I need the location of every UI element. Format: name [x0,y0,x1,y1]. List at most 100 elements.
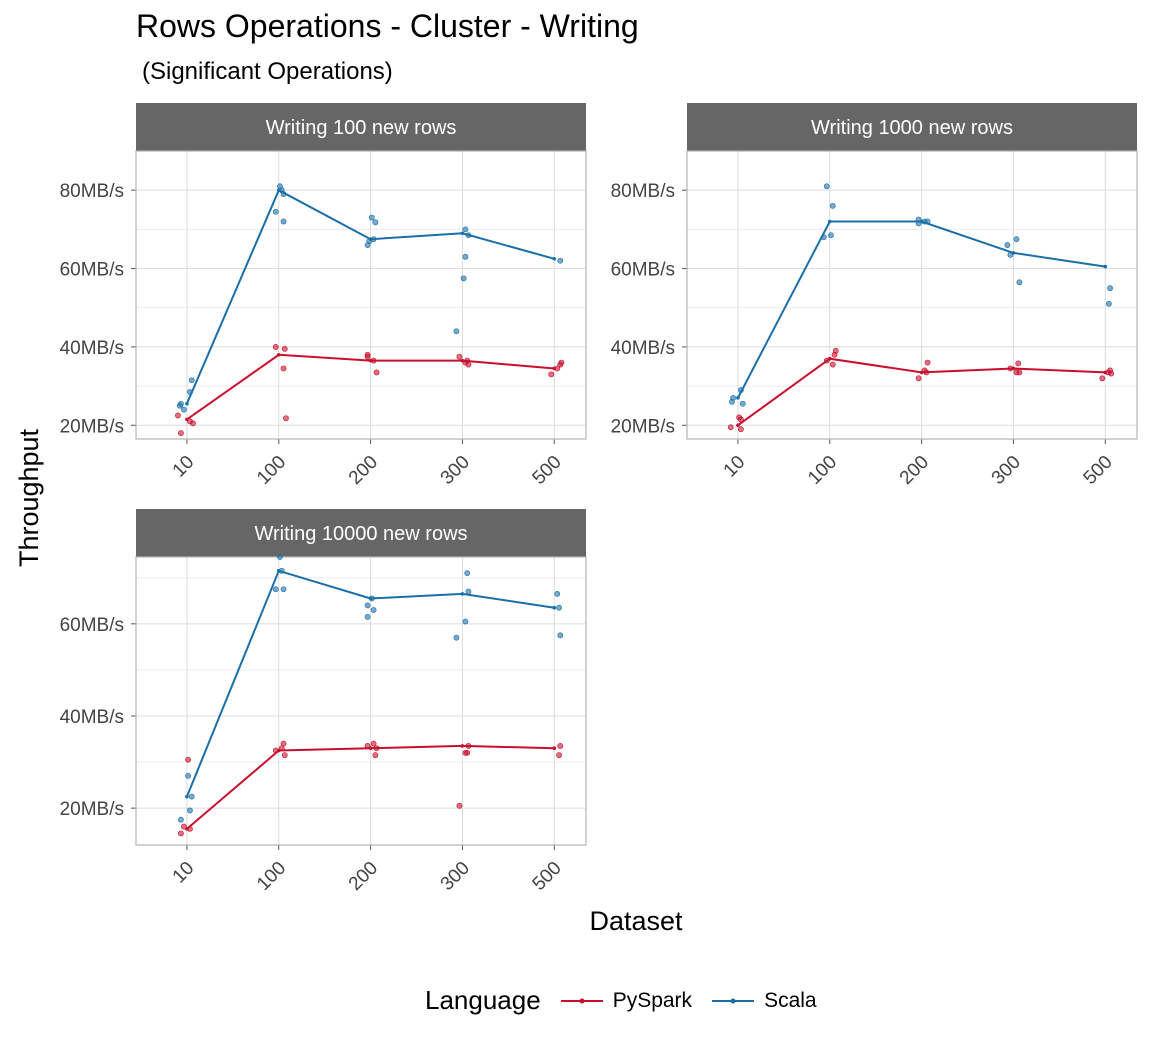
mean-point-pyspark [736,423,740,428]
data-point-scala [462,226,469,233]
y-tick-label: 40MB/s [60,338,124,359]
y-tick-label: 20MB/s [60,416,124,437]
data-point-scala [829,202,836,209]
data-point-pyspark [283,415,289,422]
data-point-scala [1105,300,1112,307]
data-point-scala [188,377,195,384]
data-point-scala [368,214,375,221]
data-point-scala [364,614,371,620]
y-tick-label: 60MB/s [611,260,675,281]
facet-strip [687,103,1137,151]
legend-key-pyspark [560,998,603,1003]
data-point-scala [1107,285,1113,292]
mean-point-pyspark [460,744,465,748]
legend-label-pyspark: PySpark [612,988,693,1012]
x-tick-label: 500 [529,858,566,895]
data-point-pyspark [370,740,377,747]
data-point-scala [730,394,737,401]
facet-strip [136,103,586,151]
y-tick-label: 40MB/s [60,707,124,728]
x-tick-label: 300 [988,452,1025,489]
data-point-scala [556,604,562,611]
data-point-pyspark [1108,370,1115,377]
y-tick-label: 80MB/s [60,181,124,202]
data-point-scala [460,275,467,282]
x-tick-label: 500 [1080,452,1117,489]
data-point-pyspark [372,752,379,759]
x-tick-label: 100 [253,452,290,489]
x-tick-label: 10 [169,858,199,888]
data-point-pyspark [548,371,555,378]
data-point-pyspark [1015,360,1022,367]
x-tick-label: 10 [169,452,199,482]
chart-subtitle: (Significant Operations) [142,58,393,85]
panel-border [135,150,587,440]
x-tick-label: 500 [529,452,566,489]
data-point-pyspark [190,420,196,427]
data-point-scala [739,400,746,407]
faceted-line-chart: Writing 100 new rows 20MB/s 40MB/s 60MB/s 80… [14,103,1138,936]
data-point-scala [372,219,379,226]
data-point-pyspark [272,344,279,350]
mean-point-pyspark [552,366,557,371]
data-point-scala [280,586,287,593]
legend-title: Language [425,985,541,1015]
mean-point-scala [368,237,373,241]
mean-point-scala [736,396,740,400]
x-tick-label: 100 [804,452,841,489]
data-point-scala [178,816,184,823]
mean-point-pyspark [1103,370,1108,375]
data-point-pyspark [185,756,192,763]
data-point-scala [272,586,279,593]
facet-strip-label: Writing 1000 new rows [811,117,1013,139]
data-point-pyspark [456,802,463,809]
data-point-pyspark [1016,369,1023,376]
data-point-scala [188,793,195,800]
data-point-scala [1013,236,1020,243]
data-point-scala [823,183,830,190]
facet-strip [136,509,586,557]
facet-strip-label: Writing 10000 new rows [254,523,467,545]
data-point-scala [557,632,564,639]
data-point-pyspark [373,369,380,376]
data-point-scala [554,590,561,597]
data-point-scala [557,257,564,264]
y-tick-label: 20MB/s [611,416,675,437]
data-point-pyspark [727,424,734,431]
y-axis-label: Throughput [14,428,44,567]
data-point-pyspark [364,351,371,358]
y-tick-label: 20MB/s [60,799,124,820]
data-point-scala [828,232,834,239]
chart-title: Rows Operations - Cluster - Writing [136,8,639,44]
y-tick-label: 60MB/s [60,260,124,281]
facet-panel-2: Writing 10000 new rows 20MB/s 40MB/s 60MB/s… [60,509,587,895]
legend-item-pyspark: PySpark [559,989,692,1013]
panel-border [135,556,587,846]
data-point-scala [187,807,193,814]
x-tick-label: 200 [896,452,933,489]
mean-point-scala [919,219,924,224]
data-point-pyspark [556,752,562,759]
mean-point-pyspark [368,358,373,363]
mean-point-pyspark [185,417,189,422]
data-point-scala [364,602,371,609]
data-point-scala [178,400,184,407]
x-tick-label: 300 [437,858,474,895]
x-axis-label: Dataset [589,906,683,936]
mean-point-scala [460,231,465,236]
data-point-scala [181,406,187,413]
data-point-pyspark [175,412,181,419]
legend: Language PySpark Scala [425,985,835,1016]
data-point-pyspark [1099,375,1106,382]
data-point-scala [280,218,287,225]
facet-panel-1: Writing 1000 new rows 20MB/s 40MB/s 60MB/s 8… [611,103,1138,489]
x-tick-label: 200 [345,452,382,489]
mean-point-scala [185,401,189,406]
data-point-scala [370,607,377,613]
mean-point-pyspark [552,746,557,751]
mean-point-pyspark [827,356,832,361]
mean-point-scala [827,219,832,224]
data-point-pyspark [281,752,288,759]
mean-point-scala [552,605,557,610]
data-point-scala [462,618,469,625]
